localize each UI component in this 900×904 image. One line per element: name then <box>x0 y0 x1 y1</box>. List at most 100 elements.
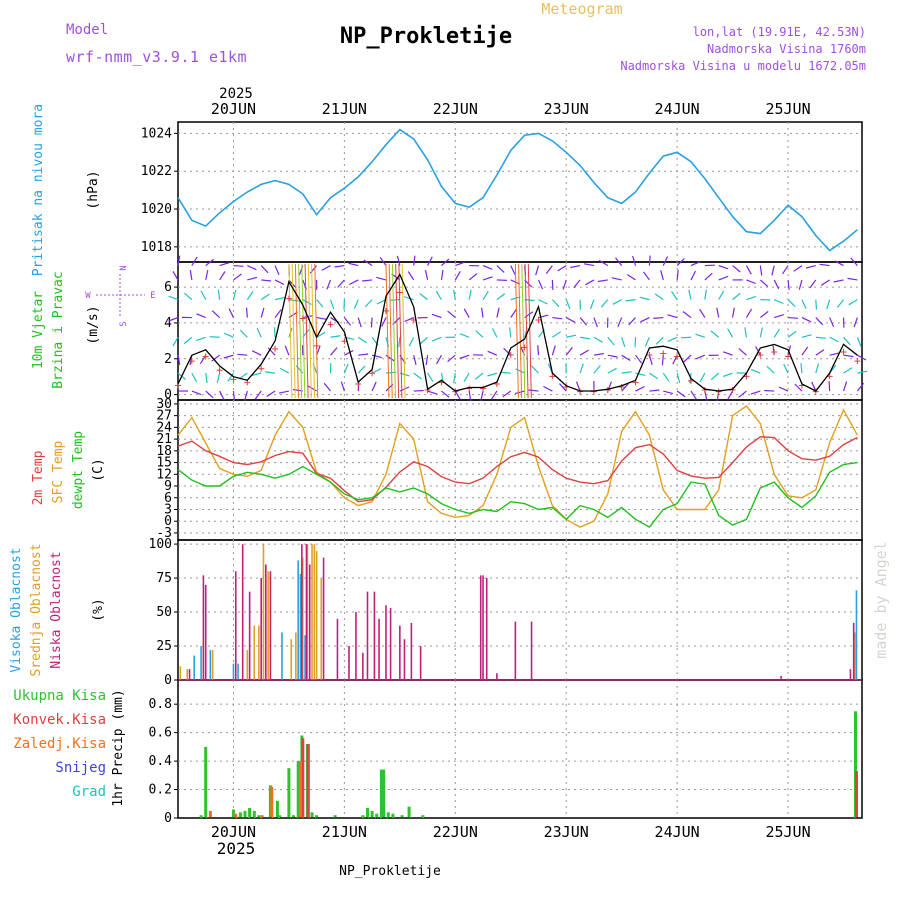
wind-arrow-302 <box>691 271 696 280</box>
wind-ylabel-1: 10m Vjetar <box>31 291 46 369</box>
wind-arrow-186 <box>488 351 497 355</box>
wind-arrow-183 <box>483 266 492 270</box>
wind-gust-marker-9 <box>300 315 306 321</box>
wind-arrow-45 <box>247 291 253 299</box>
wind-arrow-227 <box>566 335 576 337</box>
wind-arrow-246 <box>585 280 594 285</box>
compass-n: N <box>119 265 129 270</box>
wind-arrow-171 <box>460 334 469 338</box>
top-date-2: 22JUN <box>433 100 478 118</box>
wind-arrow-342 <box>760 280 767 287</box>
cloud-ylabel-3: Niska Oblacnost <box>49 551 64 668</box>
bottom-year: 2025 <box>217 839 256 858</box>
wind-arrow-337 <box>751 369 760 373</box>
wind-arrow-220 <box>552 318 562 319</box>
wind-arrow-80 <box>308 386 317 391</box>
wind-arrow-192 <box>503 391 511 397</box>
wind-arrow-133 <box>390 300 400 301</box>
pressure-ytick-label-3: 1024 <box>141 126 172 141</box>
precip-legend-snow: Snijeg <box>55 760 106 776</box>
wind-gust-marker-8 <box>286 296 292 302</box>
wind-arrow-145 <box>428 373 433 381</box>
wind-arrow-243 <box>594 337 603 342</box>
wind-arrow-84 <box>317 318 327 320</box>
wind-storm-barb-0-261 <box>299 264 302 398</box>
bottom-date-4: 24JUN <box>655 823 700 841</box>
wind-arrow-174 <box>469 274 477 280</box>
wind-arrow-396 <box>854 318 857 327</box>
precip-bar-2-4 <box>299 761 302 818</box>
wind-arrow-275 <box>645 337 649 346</box>
top-date-4: 24JUN <box>655 100 700 118</box>
wind-arrow-52 <box>261 308 264 318</box>
wind-arrow-118 <box>362 280 372 281</box>
wind-arrow-195 <box>510 327 511 337</box>
wind-arrow-184 <box>491 391 496 399</box>
wind-arrow-39 <box>233 266 243 267</box>
wind-arrow-143 <box>414 256 415 266</box>
wind-arrow-169 <box>464 373 469 382</box>
wind-arrow-91 <box>331 336 341 338</box>
wind-arrow-161 <box>454 373 456 383</box>
wind-arrow-223 <box>546 266 552 274</box>
wind-storm-barb-0-282 <box>308 264 311 398</box>
wind-arrow-235 <box>580 337 590 339</box>
wind-arrow-144 <box>428 391 438 394</box>
wind-unit: (m/s) <box>86 305 101 344</box>
wind-arrow-37 <box>233 290 235 300</box>
wind-arrow-375 <box>806 266 816 268</box>
wind-arrow-189 <box>497 294 505 300</box>
wind-arrow-126 <box>376 277 386 280</box>
cloud-ylabel-1: Visoka Oblacnost <box>9 547 24 672</box>
wind-arrow-283 <box>656 337 663 344</box>
wind-arrow-62 <box>275 280 284 285</box>
coords-text: lon,lat (19.91E, 42.53N) <box>693 25 866 39</box>
wind-arrow-187 <box>492 328 496 337</box>
wind-arrow-296 <box>691 391 696 399</box>
wind-arrow-351 <box>772 266 774 276</box>
wind-arrow-255 <box>599 260 608 265</box>
wind-arrow-345 <box>767 366 774 373</box>
footer-title: NP_Prokletije <box>339 864 441 879</box>
wind-arrow-180 <box>482 308 483 318</box>
wind-storm-barb-1-471 <box>396 264 399 398</box>
wind-arrow-301 <box>689 290 691 300</box>
cloud-ytick-label-0: 0 <box>164 673 172 688</box>
wind-arrow-281 <box>663 373 669 381</box>
precip-bar-0-20 <box>366 808 369 818</box>
precip-bar-1-2 <box>855 771 858 818</box>
precip-bar-0-1 <box>204 747 207 818</box>
wind-arrow-287 <box>663 257 667 266</box>
wind-arrow-366 <box>799 280 802 290</box>
precip-bar-0-25 <box>387 812 390 818</box>
compass-e: E <box>150 291 155 301</box>
temp-ylabel-1: 2m Temp <box>31 450 46 505</box>
wind-arrow-371 <box>816 337 826 338</box>
wind-arrow-59 <box>275 327 276 337</box>
page-title: NP_Prokletije <box>340 24 512 49</box>
wind-arrow-27 <box>210 337 220 338</box>
wind-arrow-181 <box>483 291 488 299</box>
wind-gust-marker-7 <box>272 346 278 352</box>
wind-arrow-28 <box>212 311 219 318</box>
wind-arrow-249 <box>608 368 617 373</box>
wind-arrow-46 <box>247 277 257 280</box>
wind-arrow-282 <box>662 355 663 365</box>
wind-arrow-339 <box>760 328 762 338</box>
pressure-frame <box>178 122 862 262</box>
precip-ytick-label-0: 0 <box>164 811 172 826</box>
wind-arrow-160 <box>455 391 460 400</box>
wind-arrow-386 <box>844 355 854 356</box>
precip-bar-1-1 <box>307 744 310 818</box>
wind-arrow-154 <box>437 355 442 364</box>
wind-gust-marker-43 <box>771 349 777 355</box>
wind-arrow-43 <box>240 330 247 337</box>
precip-legend-frozen: Zaledj.Kisa <box>13 736 106 752</box>
wind-arrow-268 <box>629 318 636 325</box>
precip-bar-2-3 <box>270 787 273 818</box>
wind-ytick-label-3: 6 <box>164 280 172 295</box>
wind-arrow-16 <box>206 391 213 398</box>
top-date-0: 20JUN <box>211 100 256 118</box>
precip-bar-0-24 <box>382 770 385 818</box>
precip-ytick-label-2: 0.4 <box>149 754 173 769</box>
